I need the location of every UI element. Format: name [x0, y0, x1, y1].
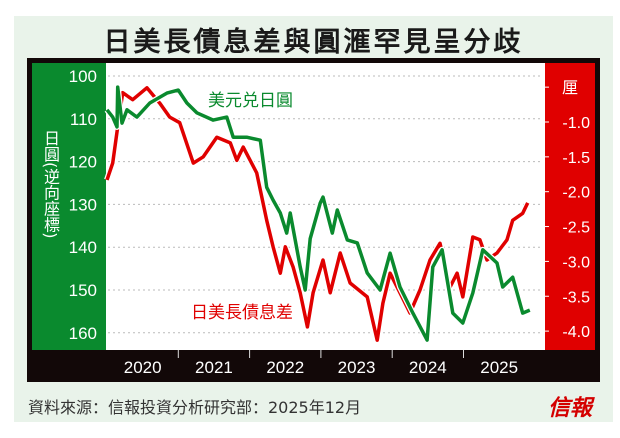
x-tick-label: 2021: [195, 358, 233, 377]
right-tick-label: -1.0: [562, 115, 590, 132]
x-tick-label: 2020: [124, 358, 162, 377]
right-tick-label: -3.0: [562, 254, 590, 271]
chart-title: 日美長債息差與圓滙罕見呈分歧: [103, 27, 524, 58]
x-tick-label: 2025: [480, 358, 518, 377]
x-tick-label: 2024: [409, 358, 447, 377]
right-axis-band: [545, 63, 595, 350]
left-tick-label: 160: [69, 324, 97, 343]
left-tick-label: 140: [69, 238, 97, 257]
left-tick-label: 130: [69, 195, 97, 214]
usdjpy-series-label: 美元兑日圓: [208, 91, 293, 111]
left-tick-label: 120: [69, 153, 97, 172]
left-axis-band: [32, 63, 106, 350]
right-tick-label: -2.0: [562, 185, 590, 202]
right-axis-unit: 厘: [562, 78, 578, 97]
x-tick-label: 2022: [266, 358, 304, 377]
x-tick-label: 2023: [338, 358, 376, 377]
hkej-logo: 信報: [548, 395, 593, 421]
left-axis-title: 日圓(逆向座標): [41, 130, 60, 239]
left-tick-label: 110: [70, 110, 97, 129]
right-tick-label: -2.5: [562, 220, 590, 237]
left-tick-label: 150: [69, 281, 97, 300]
source-note: 資料來源：信報投資分析研究部：2025年12月: [28, 398, 362, 417]
usdjpy-line: [105, 85, 531, 342]
yield-spread-line: [105, 86, 530, 342]
yield-spread-series-label: 日美長債息差: [191, 303, 293, 323]
right-tick-label: -4.0: [562, 324, 590, 341]
left-tick-label: 100: [69, 67, 97, 86]
right-tick-label: -1.5: [562, 150, 590, 167]
right-tick-label: -3.5: [562, 289, 590, 306]
